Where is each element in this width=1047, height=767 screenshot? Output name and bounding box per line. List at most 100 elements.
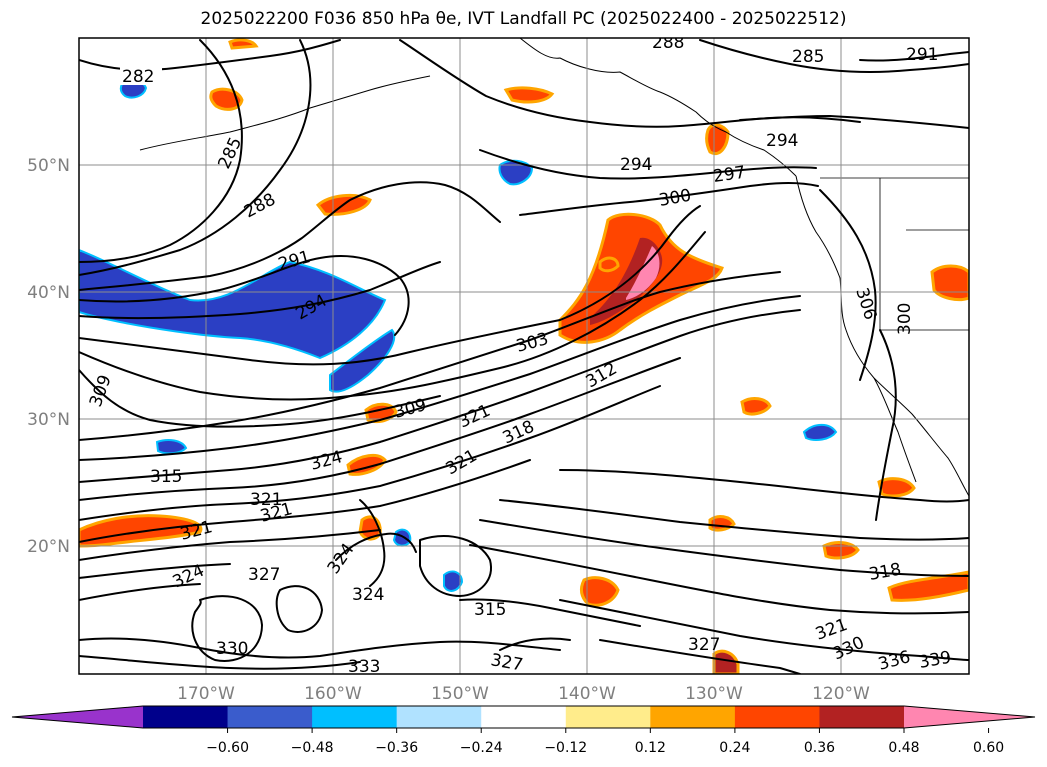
contour-label: 318 [867, 560, 902, 585]
positive-blob [705, 123, 730, 155]
colorbar-segment [819, 706, 905, 728]
contour-line [599, 639, 801, 674]
contour-line [559, 599, 969, 661]
contour-line [819, 189, 877, 381]
baja-coast [873, 377, 917, 483]
contour-label: 291 [906, 45, 938, 65]
lon-label: 170°W [177, 684, 235, 704]
lon-label: 120°W [812, 684, 870, 704]
contour-line [79, 39, 341, 71]
negative-blob [802, 423, 838, 441]
contour-label: 321 [250, 490, 282, 510]
contour-line [79, 309, 801, 483]
positive-blob [740, 397, 772, 416]
contour-line [459, 598, 641, 627]
map-title: 2025022200 F036 850 hPa θe, IVT Landfall… [200, 9, 847, 29]
contour-label: 321 [443, 446, 481, 480]
contour-line [79, 181, 501, 291]
contour-line [79, 39, 243, 263]
north-america-coast [795, 175, 969, 497]
state-border [820, 177, 969, 331]
contour-line [479, 149, 817, 180]
contour-label: 288 [241, 190, 279, 223]
contour-label: 327 [248, 565, 280, 585]
plot-area: 282 285 288 291 294 294 294 297 300 303 … [79, 33, 969, 677]
longitude-labels: 170°W 160°W 150°W 140°W 130°W 120°W [177, 684, 870, 704]
contour-line [699, 39, 969, 73]
positive-blob [228, 38, 259, 50]
lon-label: 160°W [304, 684, 362, 704]
positive-blob [877, 477, 916, 498]
colorbar-segment [396, 706, 482, 728]
colorbar-segment [481, 706, 567, 728]
lat-label: 40°N [27, 283, 70, 303]
contour-line [335, 532, 417, 561]
contour-label: 315 [150, 467, 182, 487]
contour-line [359, 499, 386, 587]
contour-label: 327 [489, 650, 524, 675]
contour-line [479, 519, 969, 577]
coastlines [139, 38, 969, 497]
contour-line [79, 583, 201, 601]
contour-line [859, 51, 969, 62]
contour-line [79, 255, 410, 336]
contour-line [79, 655, 361, 670]
alaska-coast [519, 38, 797, 177]
colorbar-outline [11, 705, 1036, 729]
contour-line [499, 499, 969, 541]
positive-blob [712, 649, 740, 674]
contour-line [79, 295, 801, 461]
contour-label: 336 [876, 647, 913, 675]
contour-line [79, 529, 381, 561]
negative-blob [392, 528, 412, 547]
colorbar-segment [650, 706, 736, 728]
lat-label: 30°N [27, 410, 70, 430]
contour-line [79, 271, 781, 441]
positive-blob [930, 264, 969, 302]
negative-blob [155, 439, 188, 455]
colorbar-tick-label: −0.24 [460, 740, 503, 756]
contour-label: 288 [652, 33, 684, 53]
latitude-labels: 50°N 40°N 30°N 20°N [27, 156, 70, 557]
contour-line [275, 585, 323, 633]
contour-label: 300 [895, 303, 915, 335]
contour-label: 324 [308, 447, 345, 475]
contour-labels: 282 285 288 291 294 294 294 297 300 303 … [86, 33, 953, 677]
contour-label: 282 [122, 67, 154, 87]
negative-blob [443, 570, 464, 592]
colorbar-tick-label: 0.24 [719, 740, 750, 756]
colorbar-tick-label: 0.36 [804, 740, 835, 756]
negative-region-north [498, 159, 534, 186]
contour-line [499, 637, 571, 651]
colorbar-segment [734, 706, 820, 728]
colorbar: −0.60 −0.48 −0.36 −0.24 −0.12 0.12 0.24 0.36 0.4… [11, 705, 1036, 756]
contour-label: 318 [500, 417, 538, 449]
contour-label: 333 [348, 657, 380, 677]
lon-label: 130°W [685, 684, 743, 704]
colorbar-tick-label: 0.48 [888, 740, 919, 756]
colorbar-segment [143, 706, 229, 728]
colorbar-tick-label: −0.36 [375, 740, 418, 756]
positive-blob [503, 86, 555, 104]
contour-line [469, 544, 969, 615]
plot-frame [78, 37, 970, 675]
contour-label: 324 [352, 585, 384, 605]
contour-label: 294 [766, 131, 798, 151]
contour-line [419, 535, 492, 597]
colorbar-tick-label: 0.12 [635, 740, 666, 756]
contour-label: 315 [474, 600, 506, 620]
colorbar-tick-label: −0.12 [544, 740, 587, 756]
contour-line [79, 205, 701, 366]
colorbar-segment [227, 706, 313, 728]
contour-line [399, 39, 861, 128]
colorbar-extend-min [12, 706, 143, 728]
lon-label: 150°W [431, 684, 489, 704]
contour-line [739, 115, 969, 129]
contour-line [79, 459, 531, 543]
positive-blob [887, 570, 969, 602]
positive-blob [598, 256, 620, 273]
contour-label: 339 [917, 648, 952, 673]
colorbar-tick-label: 0.60 [973, 740, 1004, 756]
negative-shading [79, 79, 838, 592]
